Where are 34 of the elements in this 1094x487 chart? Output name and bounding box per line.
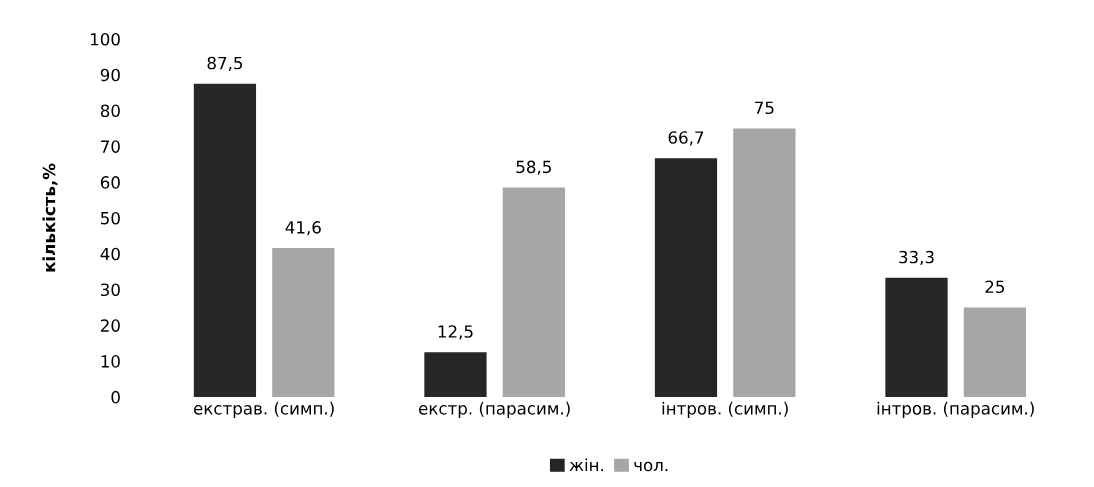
data-label: 12,5 — [438, 325, 473, 340]
data-label: 41,6 — [285, 221, 321, 236]
bar — [654, 158, 718, 397]
x-tick-label: екстр. (парасим.) — [418, 401, 570, 418]
data-label: 58,5 — [516, 160, 551, 175]
y-tick-label: 60 — [100, 176, 120, 189]
y-tick-label: 90 — [100, 68, 120, 82]
legend-label: жін. — [569, 458, 604, 472]
bar — [733, 128, 796, 397]
y-tick-label: 80 — [100, 104, 120, 118]
y-tick-label: 30 — [101, 283, 120, 297]
y-axis-title: кількість,% — [42, 163, 58, 272]
data-label: 66,7 — [668, 131, 704, 146]
data-label: 87,5 — [207, 56, 243, 72]
y-tick-label: 40 — [100, 247, 120, 261]
bar — [193, 83, 257, 397]
data-label: 33,3 — [899, 250, 934, 266]
bar — [885, 277, 948, 397]
legend-label: чол. — [634, 461, 668, 472]
bar — [963, 307, 1026, 397]
bar — [502, 187, 565, 397]
y-tick-label: 70 — [101, 140, 120, 153]
data-label: 25 — [985, 280, 1005, 294]
y-tick-label: 50 — [101, 211, 120, 225]
bar — [272, 248, 335, 397]
bar — [424, 352, 487, 397]
y-tick-label: 0 — [111, 390, 120, 404]
y-tick-label: 10 — [101, 355, 120, 368]
x-tick-label: інтров. (парасим.) — [877, 401, 1034, 418]
x-tick-label: інтров. (симп.) — [662, 401, 788, 418]
y-tick-label: 100 — [90, 32, 120, 46]
x-tick-label: екстрав. (симп.) — [193, 401, 334, 418]
data-label: 75 — [755, 101, 774, 115]
y-tick-label: 20 — [100, 319, 120, 332]
